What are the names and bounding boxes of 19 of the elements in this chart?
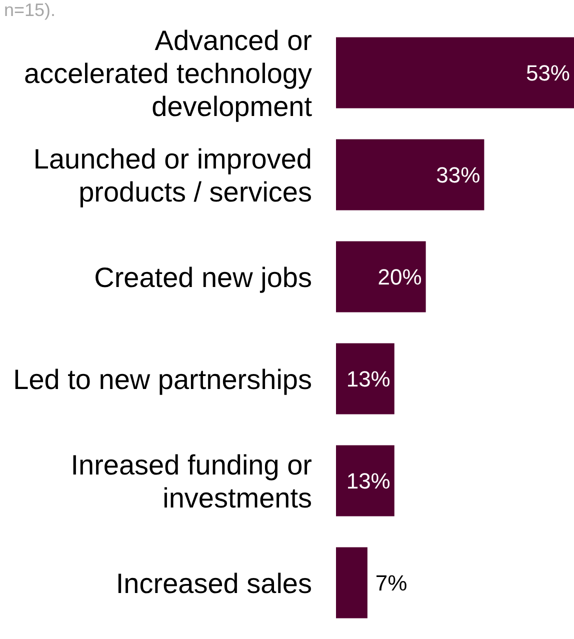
- bar: [336, 547, 368, 618]
- bar: [336, 445, 394, 516]
- data-label: 13%: [346, 366, 390, 392]
- bar: [336, 241, 426, 312]
- data-label: 7%: [375, 570, 408, 596]
- bar: [336, 343, 394, 414]
- data-label: 53%: [526, 60, 570, 86]
- bar: [336, 37, 574, 108]
- data-label: 13%: [346, 468, 390, 494]
- data-label: 33%: [436, 162, 480, 188]
- data-label: 20%: [378, 264, 422, 290]
- y-tick-label: Launched or improved products / services: [33, 143, 312, 207]
- text: n=15).: [4, 0, 56, 21]
- y-tick-label: Inreased funding or investments: [70, 449, 312, 513]
- y-tick-label: Increased sales: [116, 568, 312, 598]
- y-tick-label: Created new jobs: [94, 262, 312, 292]
- y-tick-label: Led to new partnerships: [13, 364, 312, 394]
- y-tick-label: Advanced or accelerated technology development: [24, 24, 312, 122]
- bar: [336, 139, 484, 210]
